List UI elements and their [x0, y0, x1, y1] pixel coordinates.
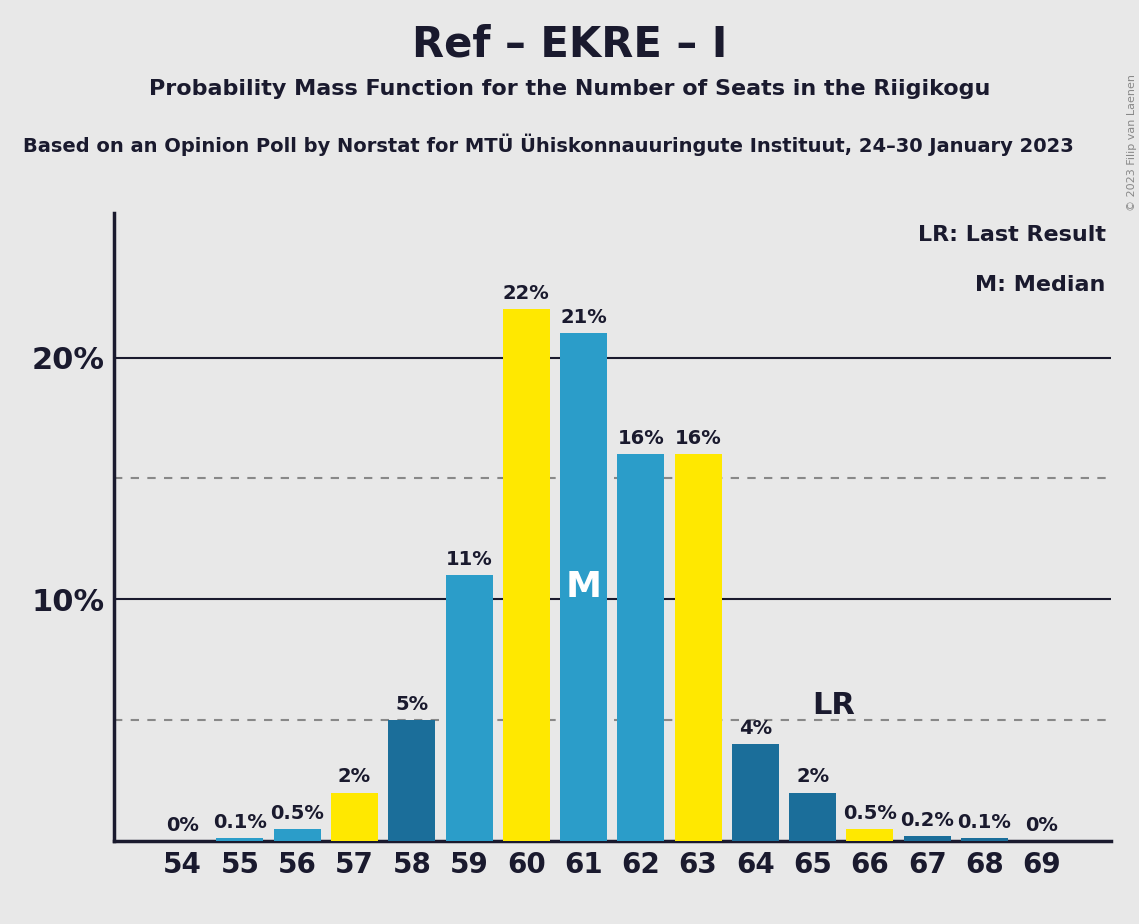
Bar: [674, 455, 722, 841]
Bar: [732, 744, 779, 841]
Bar: [903, 836, 951, 841]
Bar: [846, 829, 893, 841]
Text: 0.5%: 0.5%: [270, 804, 325, 822]
Bar: [331, 793, 378, 841]
Bar: [560, 334, 607, 841]
Text: Based on an Opinion Poll by Norstat for MTÜ Ühiskonnauuringute Instituut, 24–30 : Based on an Opinion Poll by Norstat for …: [23, 134, 1074, 156]
Bar: [388, 720, 435, 841]
Text: 5%: 5%: [395, 695, 428, 714]
Text: 4%: 4%: [739, 719, 772, 738]
Text: 0.2%: 0.2%: [900, 811, 954, 830]
Text: 0%: 0%: [1025, 816, 1058, 834]
Text: 16%: 16%: [674, 429, 721, 448]
Text: 2%: 2%: [796, 768, 829, 786]
Text: M: Median: M: Median: [975, 275, 1106, 296]
Text: 0.5%: 0.5%: [843, 804, 896, 822]
Text: 11%: 11%: [445, 550, 492, 569]
Bar: [445, 575, 492, 841]
Text: 2%: 2%: [338, 768, 371, 786]
Bar: [961, 838, 1008, 841]
Text: 16%: 16%: [617, 429, 664, 448]
Bar: [502, 310, 550, 841]
Text: 22%: 22%: [503, 285, 550, 303]
Text: Probability Mass Function for the Number of Seats in the Riigikogu: Probability Mass Function for the Number…: [149, 79, 990, 99]
Text: © 2023 Filip van Laenen: © 2023 Filip van Laenen: [1126, 74, 1137, 211]
Text: M: M: [566, 570, 601, 604]
Bar: [789, 793, 836, 841]
Bar: [273, 829, 321, 841]
Bar: [216, 838, 263, 841]
Text: LR: Last Result: LR: Last Result: [918, 225, 1106, 245]
Text: Ref – EKRE – I: Ref – EKRE – I: [412, 23, 727, 65]
Text: 0.1%: 0.1%: [958, 813, 1011, 833]
Text: 21%: 21%: [560, 309, 607, 327]
Bar: [617, 455, 664, 841]
Text: LR: LR: [812, 691, 855, 720]
Text: 0.1%: 0.1%: [213, 813, 267, 833]
Text: 0%: 0%: [166, 816, 199, 834]
